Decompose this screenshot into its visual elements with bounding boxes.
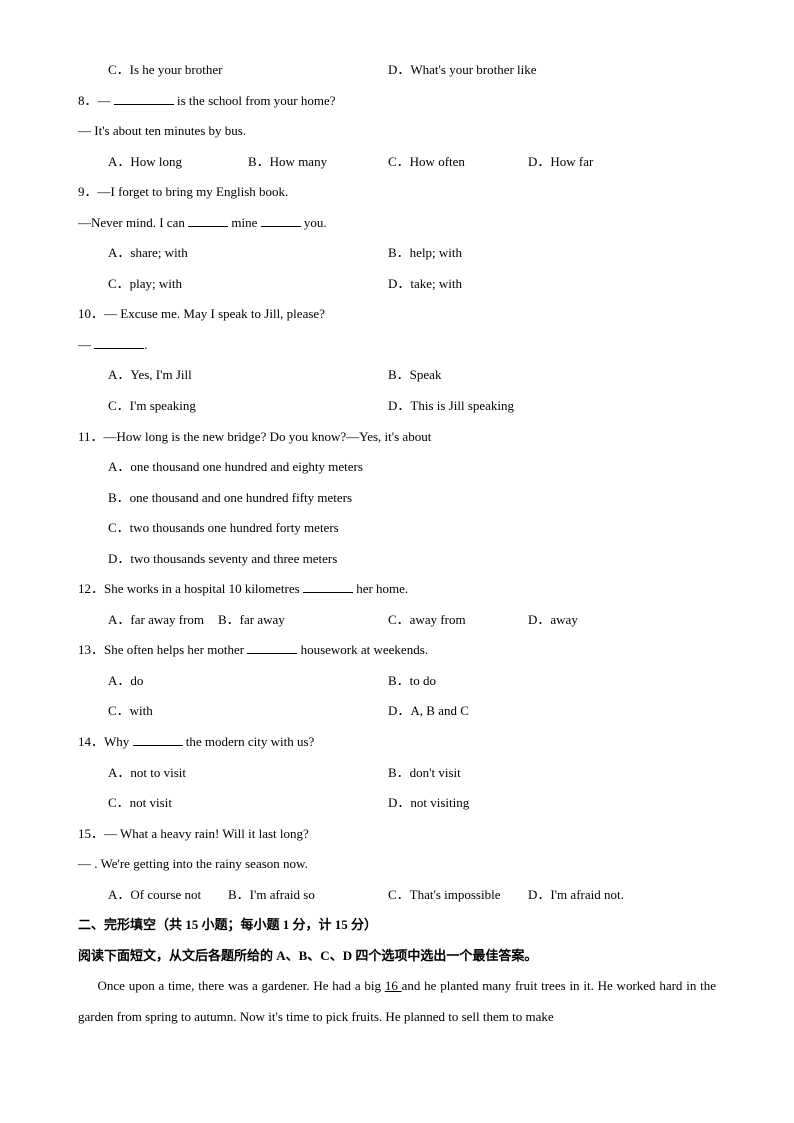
cloze-passage: Once upon a time, there was a gardener. …	[78, 971, 716, 1032]
q9-stem-1: 9．—I forget to bring my English book.	[78, 177, 716, 208]
q8-options: A．How long B．How many C．How often D．How …	[78, 147, 716, 178]
q9-stem-2: —Never mind. I can mine you.	[78, 208, 716, 239]
q10-stem-2: — .	[78, 330, 716, 361]
q9-options-cd: C．play; with D．take; with	[78, 269, 716, 300]
q8-option-b: B．How many	[248, 147, 388, 178]
q13-stem-a: 13．She often helps her mother	[78, 642, 247, 657]
q10-option-a: A．Yes, I'm Jill	[108, 360, 388, 391]
q14-blank	[133, 731, 183, 746]
q9-stem-2a: —Never mind. I can	[78, 215, 188, 230]
q15-options: A．Of course not B．I'm afraid so C．That's…	[78, 880, 716, 911]
q8-stem-1: 8．— is the school from your home?	[78, 86, 716, 117]
q11-option-a: A．one thousand one hundred and eighty me…	[108, 452, 716, 483]
q14-stem-a: 14．Why	[78, 734, 133, 749]
q14-stem: 14．Why the modern city with us?	[78, 727, 716, 758]
q15-option-b: B．I'm afraid so	[228, 880, 388, 911]
q12-option-d: D．away	[528, 605, 668, 636]
q12-stem-b: her home.	[353, 581, 408, 596]
q14-option-a: A．not to visit	[108, 758, 388, 789]
q12-stem-a: 12．She works in a hospital 10 kilometres	[78, 581, 303, 596]
q9-blank-1	[188, 211, 228, 226]
q10-options-cd: C．I'm speaking D．This is Jill speaking	[78, 391, 716, 422]
q9-option-c: C．play; with	[108, 269, 388, 300]
q12-option-c: C．away from	[388, 605, 528, 636]
q13-option-b: B．to do	[388, 666, 668, 697]
q8-stem-2: — It's about ten minutes by bus.	[78, 116, 716, 147]
q12-options: A．far away from B．far away C．away from D…	[78, 605, 716, 636]
q14-option-b: B．don't visit	[388, 758, 668, 789]
q8-option-c: C．How often	[388, 147, 528, 178]
q10-option-b: B．Speak	[388, 360, 668, 391]
section2-instruction: 阅读下面短文，从文后各题所给的 A、B、C、D 四个选项中选出一个最佳答案。	[78, 941, 716, 972]
q12-option-a: A．far away from	[108, 605, 218, 636]
q11-option-d: D．two thousands seventy and three meters	[108, 544, 716, 575]
q10-option-d: D．This is Jill speaking	[388, 391, 668, 422]
exam-page: C．Is he your brother D．What's your broth…	[0, 0, 794, 1123]
q9-stem-2b: mine	[228, 215, 261, 230]
q15-option-d: D．I'm afraid not.	[528, 880, 668, 911]
q13-option-a: A．do	[108, 666, 388, 697]
cloze-blank-16: 16	[385, 978, 402, 993]
q14-option-d: D．not visiting	[388, 788, 668, 819]
q15-option-a: A．Of course not	[108, 880, 228, 911]
section2-title: 二、完形填空（共 15 小题；每小题 1 分，计 15 分）	[78, 910, 716, 941]
q14-stem-b: the modern city with us?	[183, 734, 315, 749]
q8-stem-1a: 8．—	[78, 93, 114, 108]
q15-option-c: C．That's impossible	[388, 880, 528, 911]
q11-option-b: B．one thousand and one hundred fifty met…	[108, 483, 716, 514]
q12-blank	[303, 578, 353, 593]
q13-options-ab: A．do B．to do	[78, 666, 716, 697]
q10-stem-1: 10．— Excuse me. May I speak to Jill, ple…	[78, 299, 716, 330]
q11-option-c: C．two thousands one hundred forty meters	[108, 513, 716, 544]
passage-a: Once upon a time, there was a gardener. …	[98, 978, 385, 993]
q8-option-a: A．How long	[108, 147, 248, 178]
q9-option-b: B．help; with	[388, 238, 668, 269]
q10-options-ab: A．Yes, I'm Jill B．Speak	[78, 360, 716, 391]
q10-blank	[94, 334, 144, 349]
q13-option-c: C．with	[108, 696, 388, 727]
q13-options-cd: C．with D．A, B and C	[78, 696, 716, 727]
q14-options-ab: A．not to visit B．don't visit	[78, 758, 716, 789]
q9-stem-2c: you.	[301, 215, 327, 230]
q15-stem-1: 15．— What a heavy rain! Will it last lon…	[78, 819, 716, 850]
q11-options: A．one thousand one hundred and eighty me…	[78, 452, 716, 574]
q15-stem-2: — . We're getting into the rainy season …	[78, 849, 716, 880]
q8-blank	[114, 89, 174, 104]
q9-option-a: A．share; with	[108, 238, 388, 269]
q9-option-d: D．take; with	[388, 269, 668, 300]
q9-blank-2	[261, 211, 301, 226]
q14-option-c: C．not visit	[108, 788, 388, 819]
q12-stem: 12．She works in a hospital 10 kilometres…	[78, 574, 716, 605]
q11-stem: 11．—How long is the new bridge? Do you k…	[78, 422, 716, 453]
q13-blank	[247, 639, 297, 654]
q12-option-b: B．far away	[218, 605, 388, 636]
q13-stem: 13．She often helps her mother housework …	[78, 635, 716, 666]
q9-options-ab: A．share; with B．help; with	[78, 238, 716, 269]
q13-option-d: D．A, B and C	[388, 696, 668, 727]
q7-options-cd: C．Is he your brother D．What's your broth…	[78, 55, 716, 86]
q8-option-d: D．How far	[528, 147, 668, 178]
q7-option-d: D．What's your brother like	[388, 55, 668, 86]
q10-stem-2a: —	[78, 337, 94, 352]
q8-stem-1b: is the school from your home?	[174, 93, 336, 108]
q7-option-c: C．Is he your brother	[108, 55, 388, 86]
q14-options-cd: C．not visit D．not visiting	[78, 788, 716, 819]
q10-stem-2b: .	[144, 337, 147, 352]
q10-option-c: C．I'm speaking	[108, 391, 388, 422]
q13-stem-b: housework at weekends.	[297, 642, 428, 657]
